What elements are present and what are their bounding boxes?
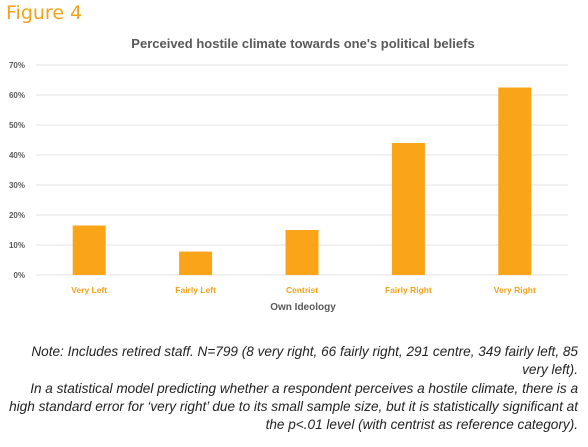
bar-fairly-left <box>179 251 213 275</box>
y-tick-label: 20% <box>9 211 25 220</box>
bar-fairly-right <box>391 143 425 275</box>
y-tick-label: 40% <box>9 151 25 160</box>
bar-very-right <box>498 87 532 275</box>
y-tick-label: 70% <box>9 61 25 70</box>
y-tick-label: 60% <box>9 91 25 100</box>
bar-very-left <box>72 225 106 275</box>
x-tick-label: Fairly Left <box>175 285 216 295</box>
x-tick-label: Centrist <box>286 285 318 295</box>
y-tick-label: 50% <box>9 121 25 130</box>
y-tick-label: 0% <box>13 271 25 280</box>
y-tick-label: 10% <box>9 241 25 250</box>
x-axis-label: Own Ideology <box>270 302 336 313</box>
x-tick-label: Fairly Right <box>385 285 432 295</box>
chart-title: Perceived hostile climate towards one's … <box>131 36 474 51</box>
x-tick-label: Very Left <box>71 285 107 295</box>
x-tick-label: Very Right <box>494 285 536 295</box>
note-model: In a statistical model predicting whethe… <box>9 380 578 433</box>
bars <box>72 87 532 275</box>
bar-chart: Perceived hostile climate towards one's … <box>9 36 568 313</box>
x-axis-ticks: Very Left Fairly Left Centrist Fairly Right… <box>71 285 536 295</box>
y-axis-ticks: 0% 10% 20% 30% 40% 50% 60% 70% <box>9 61 25 280</box>
chart-note: Note: Includes retired staff. N=799 (8 v… <box>8 343 578 434</box>
y-tick-label: 30% <box>9 181 25 190</box>
note-sample-size: Note: Includes retired staff. N=799 (8 v… <box>31 344 578 378</box>
bar-centrist <box>285 230 319 275</box>
figure-label: Figure 4 <box>6 2 83 24</box>
